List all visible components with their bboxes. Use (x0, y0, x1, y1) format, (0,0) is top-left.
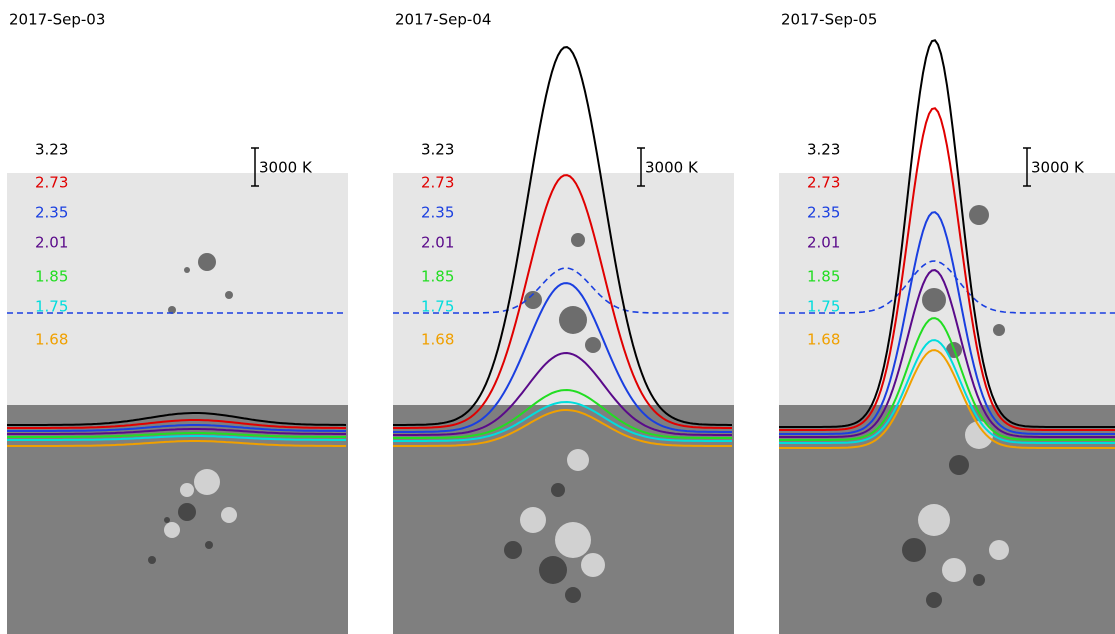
magnetic-patch (205, 541, 213, 549)
magnetic-patch (148, 556, 156, 564)
profile-curve (393, 388, 732, 439)
legend-label: 2.01 (35, 234, 68, 252)
magnetic-patch (555, 522, 591, 558)
profile-curve (393, 282, 732, 433)
magnetic-patch (918, 504, 950, 536)
legend-label: 1.68 (35, 331, 68, 349)
magnetic-patch (520, 507, 546, 533)
magnetic-patch (949, 455, 969, 475)
sunspot (198, 253, 216, 271)
legend-label: 1.85 (421, 268, 454, 286)
magnetic-patch (164, 522, 180, 538)
continuum-image (393, 173, 734, 405)
magnetogram-image (7, 405, 348, 634)
legend-label: 1.75 (807, 298, 840, 316)
sunspot (524, 291, 542, 309)
legend-label: 2.35 (35, 204, 68, 222)
magnetic-patch (581, 553, 605, 577)
magnetic-patch (942, 558, 966, 582)
profile-curve (393, 174, 732, 429)
magnetic-patch (194, 469, 220, 495)
legend-label: 2.73 (807, 174, 840, 192)
profile-curve (779, 107, 1115, 431)
magnetic-patch (221, 507, 237, 523)
panel: 2017-Sep-04 3.23 2.73 2.35 2.01 1.85 1.75 1.68 3… (393, 11, 734, 634)
sunspot (225, 291, 233, 299)
magnetic-patch (973, 574, 985, 586)
sunspot (168, 306, 176, 314)
continuum-image (7, 173, 348, 405)
panel-date: 2017-Sep-04 (395, 11, 491, 29)
magnetic-patch (567, 449, 589, 471)
magnetic-patch (551, 483, 565, 497)
profile-curve (393, 46, 732, 426)
dashed-profile (779, 260, 1115, 314)
magnetic-patch (180, 483, 194, 497)
legend-label: 3.23 (35, 141, 68, 159)
dashed-profile (393, 267, 732, 314)
magnetic-patch (565, 587, 581, 603)
magnetic-patch (504, 541, 522, 559)
magnetic-patch (539, 556, 567, 584)
profile-curve (779, 349, 1115, 449)
legend-label: 1.85 (807, 268, 840, 286)
magnetic-patch (926, 592, 942, 608)
profile-curve (7, 419, 346, 429)
sunspot (922, 288, 946, 312)
magnetic-patch (902, 538, 926, 562)
legend-label: 1.75 (35, 298, 68, 316)
panel-date: 2017-Sep-05 (781, 11, 877, 29)
profile-curve (393, 400, 732, 442)
legend-label: 2.73 (421, 174, 454, 192)
profile-curve (7, 440, 346, 447)
profile-curve (779, 211, 1115, 435)
profile-curve (779, 269, 1115, 438)
sunspot (993, 324, 1005, 336)
profile-curve (393, 409, 732, 447)
sunspot (571, 233, 585, 247)
profile-curve (7, 424, 346, 432)
profile-curve (7, 435, 346, 441)
profile-curve (393, 351, 732, 436)
legend-label: 1.68 (421, 331, 454, 349)
panel: 2017-Sep-05 3.23 2.73 2.35 2.01 1.85 1.75 1.68 3… (779, 11, 1115, 634)
scale-label: 3000 K (645, 159, 699, 177)
legend-label: 2.01 (807, 234, 840, 252)
legend-label: 1.75 (421, 298, 454, 316)
scale-bar (1023, 147, 1031, 187)
magnetic-patch (989, 540, 1009, 560)
legend-label: 1.68 (807, 331, 840, 349)
legend-label: 2.35 (421, 204, 454, 222)
legend-label: 2.73 (35, 174, 68, 192)
scale-bar (251, 147, 259, 187)
magnetogram-image (393, 405, 734, 634)
profile-curve (779, 39, 1115, 428)
scale-label: 3000 K (1031, 159, 1085, 177)
magnetic-patch (164, 517, 170, 523)
legend-label: 3.23 (807, 141, 840, 159)
profile-curve (7, 432, 346, 438)
profile-curve (7, 428, 346, 435)
sunspot (559, 306, 587, 334)
legend-label: 3.23 (421, 141, 454, 159)
profile-curve (779, 339, 1115, 444)
profile-curve (7, 412, 347, 426)
legend-label: 2.35 (807, 204, 840, 222)
legend-label: 1.85 (35, 268, 68, 286)
sunspot (969, 205, 989, 225)
profile-curve (779, 317, 1115, 441)
magnetic-patch (178, 503, 196, 521)
legend-label: 2.01 (421, 234, 454, 252)
panel: 2017-Sep-03 3.23 2.73 2.35 2.01 1.85 1.75 1.68 3… (7, 11, 348, 634)
scale-label: 3000 K (259, 159, 313, 177)
panel-date: 2017-Sep-03 (9, 11, 105, 29)
scale-bar (637, 147, 645, 187)
sunspot (184, 267, 190, 273)
sunspot (585, 337, 601, 353)
